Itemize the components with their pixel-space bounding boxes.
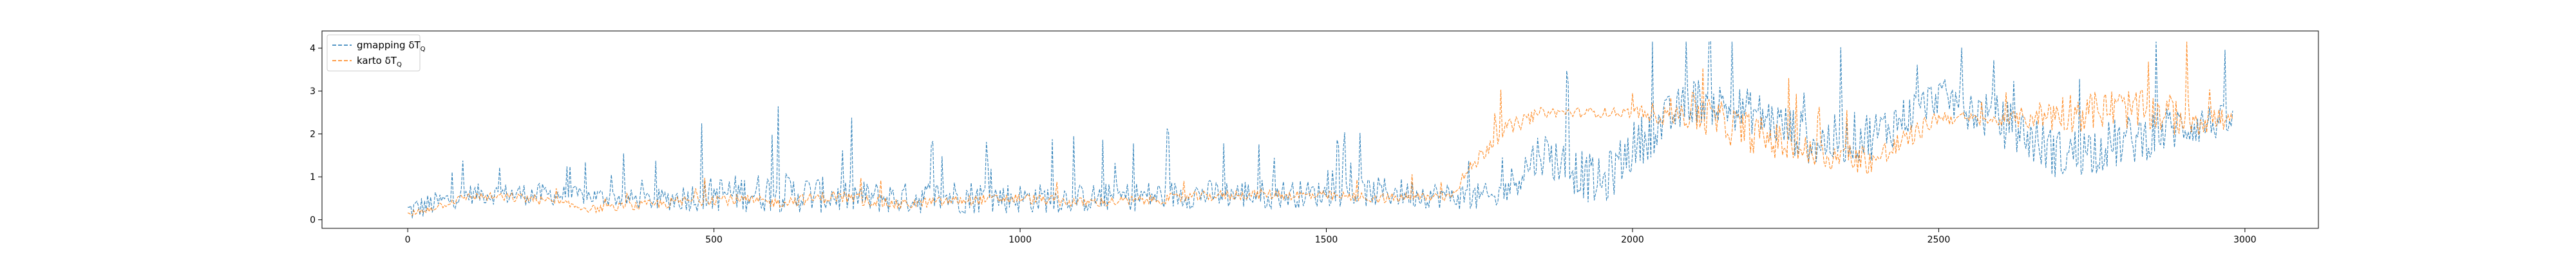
series-line-karto xyxy=(407,41,2233,216)
x-tick-label-1000: 1000 xyxy=(1009,235,1032,245)
legend: gmapping δTQ karto δTQ xyxy=(327,34,426,72)
x-tick-label-0: 0 xyxy=(405,235,411,245)
legend-frame xyxy=(327,34,421,72)
y-tick-label-4: 4 xyxy=(310,44,316,54)
y-axis: 0 1 2 3 4 xyxy=(310,44,322,226)
x-tick-label-1500: 1500 xyxy=(1315,235,1338,245)
plot-lines xyxy=(407,41,2233,219)
y-tick-label-1: 1 xyxy=(310,172,316,183)
x-tick-label-2500: 2500 xyxy=(1927,235,1951,245)
x-tick-label-2000: 2000 xyxy=(1621,235,1644,245)
y-tick-label-3: 3 xyxy=(310,86,316,97)
legend-label-gmapping: gmapping δTQ xyxy=(357,39,426,53)
y-tick-label-2: 2 xyxy=(310,130,316,140)
x-tick-label-500: 500 xyxy=(705,235,723,245)
plot-area-frame xyxy=(321,30,2319,229)
x-axis: 0 500 1000 1500 2000 2500 3000 xyxy=(405,228,2257,245)
y-tick-label-0: 0 xyxy=(310,215,316,226)
x-tick-label-3000: 3000 xyxy=(2233,235,2257,245)
legend-label-karto: karto δTQ xyxy=(357,55,402,68)
